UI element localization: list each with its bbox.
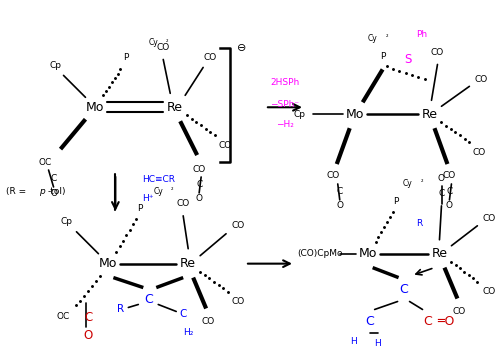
Text: p: p [38, 187, 44, 196]
Text: H: H [374, 339, 381, 348]
Text: OC: OC [39, 158, 52, 166]
Text: 2HSPh: 2HSPh [270, 78, 300, 87]
Text: C: C [446, 187, 452, 196]
Text: O: O [446, 201, 453, 210]
Text: CO: CO [232, 221, 244, 230]
Text: (CO)CpMo: (CO)CpMo [297, 249, 343, 258]
Text: Cy: Cy [148, 38, 158, 47]
Text: P: P [393, 197, 398, 206]
Text: Cy: Cy [368, 34, 378, 43]
Text: (R =: (R = [6, 187, 28, 196]
Text: Re: Re [422, 108, 438, 121]
Text: O: O [84, 329, 93, 342]
Text: R: R [117, 304, 124, 314]
Text: ₂: ₂ [171, 187, 173, 191]
Text: HC≡CR: HC≡CR [142, 176, 175, 184]
Text: CO: CO [232, 297, 244, 306]
Text: O: O [438, 175, 445, 183]
Text: C: C [50, 175, 56, 183]
Text: H: H [350, 337, 357, 346]
Text: S: S [404, 53, 411, 66]
Text: Mo: Mo [346, 108, 364, 121]
Text: -tol): -tol) [48, 187, 66, 196]
Text: CO: CO [176, 199, 190, 208]
Text: Mo: Mo [358, 247, 377, 260]
Text: ₂: ₂ [420, 178, 423, 183]
Text: ₂: ₂ [386, 33, 388, 38]
Text: O: O [196, 194, 202, 203]
Text: Mo: Mo [99, 257, 117, 270]
Text: −SPh⁻: −SPh⁻ [270, 100, 300, 109]
Text: CO: CO [204, 53, 216, 62]
Text: O: O [336, 201, 343, 210]
Text: ⊖: ⊖ [238, 43, 246, 52]
Text: CO: CO [192, 164, 206, 174]
Text: O: O [50, 189, 57, 199]
Text: C: C [438, 189, 444, 199]
Text: CO: CO [482, 287, 496, 296]
Text: Ph: Ph [416, 30, 427, 39]
Text: CO: CO [482, 214, 496, 223]
Text: Cp: Cp [50, 61, 62, 70]
Text: CO: CO [453, 307, 466, 316]
Text: CO: CO [156, 43, 170, 52]
Text: CO: CO [431, 48, 444, 57]
Text: R: R [416, 219, 422, 228]
Text: C: C [423, 315, 432, 328]
Text: ₂: ₂ [166, 38, 168, 43]
Text: Cy: Cy [402, 180, 412, 188]
Text: CO: CO [474, 75, 488, 84]
Text: P: P [138, 205, 143, 213]
Text: CO: CO [202, 317, 214, 326]
Text: CO: CO [443, 171, 456, 181]
Text: Cp: Cp [294, 110, 306, 119]
Text: ═O: ═O [437, 315, 454, 328]
Text: CO: CO [218, 140, 232, 150]
Text: H⁺: H⁺ [142, 194, 154, 203]
Text: Re: Re [167, 101, 183, 114]
Text: CO: CO [326, 171, 340, 181]
Text: Re: Re [432, 247, 448, 260]
Text: C: C [399, 283, 408, 296]
Text: C: C [196, 181, 202, 189]
Text: C: C [180, 309, 187, 320]
Text: Cp: Cp [60, 217, 72, 226]
Text: Re: Re [180, 257, 196, 270]
Text: C: C [336, 187, 343, 196]
Text: H₂: H₂ [183, 328, 194, 337]
Text: −H₂: −H₂ [276, 120, 294, 129]
Text: C: C [144, 293, 152, 306]
Text: C: C [366, 315, 374, 328]
Text: OC: OC [57, 312, 70, 321]
Text: CO: CO [472, 147, 486, 157]
Text: C: C [84, 311, 92, 324]
Text: P: P [380, 52, 386, 61]
Text: P: P [122, 53, 128, 62]
Text: Cy: Cy [154, 187, 163, 196]
Text: Mo: Mo [86, 101, 104, 114]
